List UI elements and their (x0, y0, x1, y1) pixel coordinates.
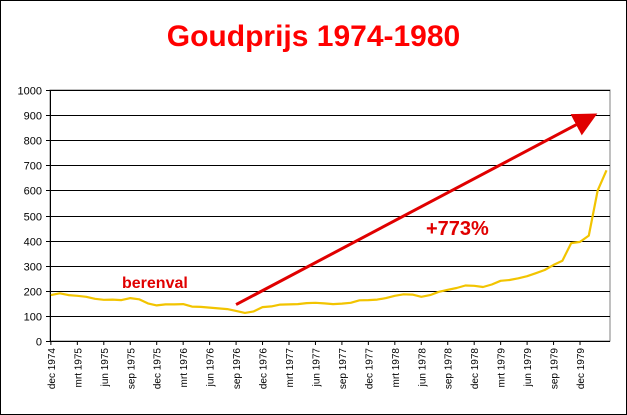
x-tick-label: jun 1977 (311, 348, 322, 388)
x-tick-label: sep 1979 (550, 348, 561, 390)
y-tick-label: 600 (24, 186, 42, 198)
y-tick-label: 300 (24, 262, 42, 274)
x-tick-label: sep 1978 (444, 348, 455, 390)
x-tick-label: dec 1975 (153, 348, 164, 390)
plot-area: 0 100 200 300 400 500 600 700 800 900 1000 dec 1974… (18, 86, 611, 390)
annotation-berenval: berenval (122, 275, 188, 292)
y-tick-label: 0 (36, 337, 42, 349)
x-tick-label: sep 1977 (338, 348, 349, 390)
x-tick-label: mrt 1976 (179, 348, 190, 388)
y-tick-label: 400 (24, 237, 42, 249)
x-tick-label: dec 1978 (470, 348, 481, 390)
y-tick-label: 500 (24, 212, 42, 224)
x-tick-label: jun 1979 (523, 348, 534, 388)
x-tick-label: sep 1976 (232, 348, 243, 390)
x-tick-label: jun 1978 (417, 348, 428, 388)
chart-title: Goudprijs 1974-1980 (166, 20, 461, 53)
trend-arrow (235, 113, 598, 306)
x-tick-label: dec 1974 (47, 348, 58, 390)
x-tick-label: dec 1979 (576, 348, 587, 390)
x-tick-label: mrt 1977 (285, 348, 296, 388)
x-tick-label: sep 1975 (126, 348, 137, 390)
x-tick-label: mrt 1978 (391, 348, 402, 388)
y-tick-label: 800 (24, 136, 42, 148)
y-tick-label: 1000 (18, 86, 42, 98)
x-tick-label: jun 1975 (100, 348, 111, 388)
x-tick-label: mrt 1975 (73, 348, 84, 388)
x-tick-label: jun 1976 (206, 348, 217, 388)
x-tick-label: dec 1977 (364, 348, 375, 390)
y-tick-label: 200 (24, 287, 42, 299)
y-tick-label: 100 (24, 312, 42, 324)
x-tick-label: dec 1976 (259, 348, 270, 390)
series-line (50, 169, 608, 314)
x-tick-label: mrt 1979 (497, 348, 508, 388)
annotation-percentage: +773% (426, 218, 489, 240)
y-tick-label: 700 (24, 161, 42, 173)
y-tick-label: 900 (24, 111, 42, 123)
